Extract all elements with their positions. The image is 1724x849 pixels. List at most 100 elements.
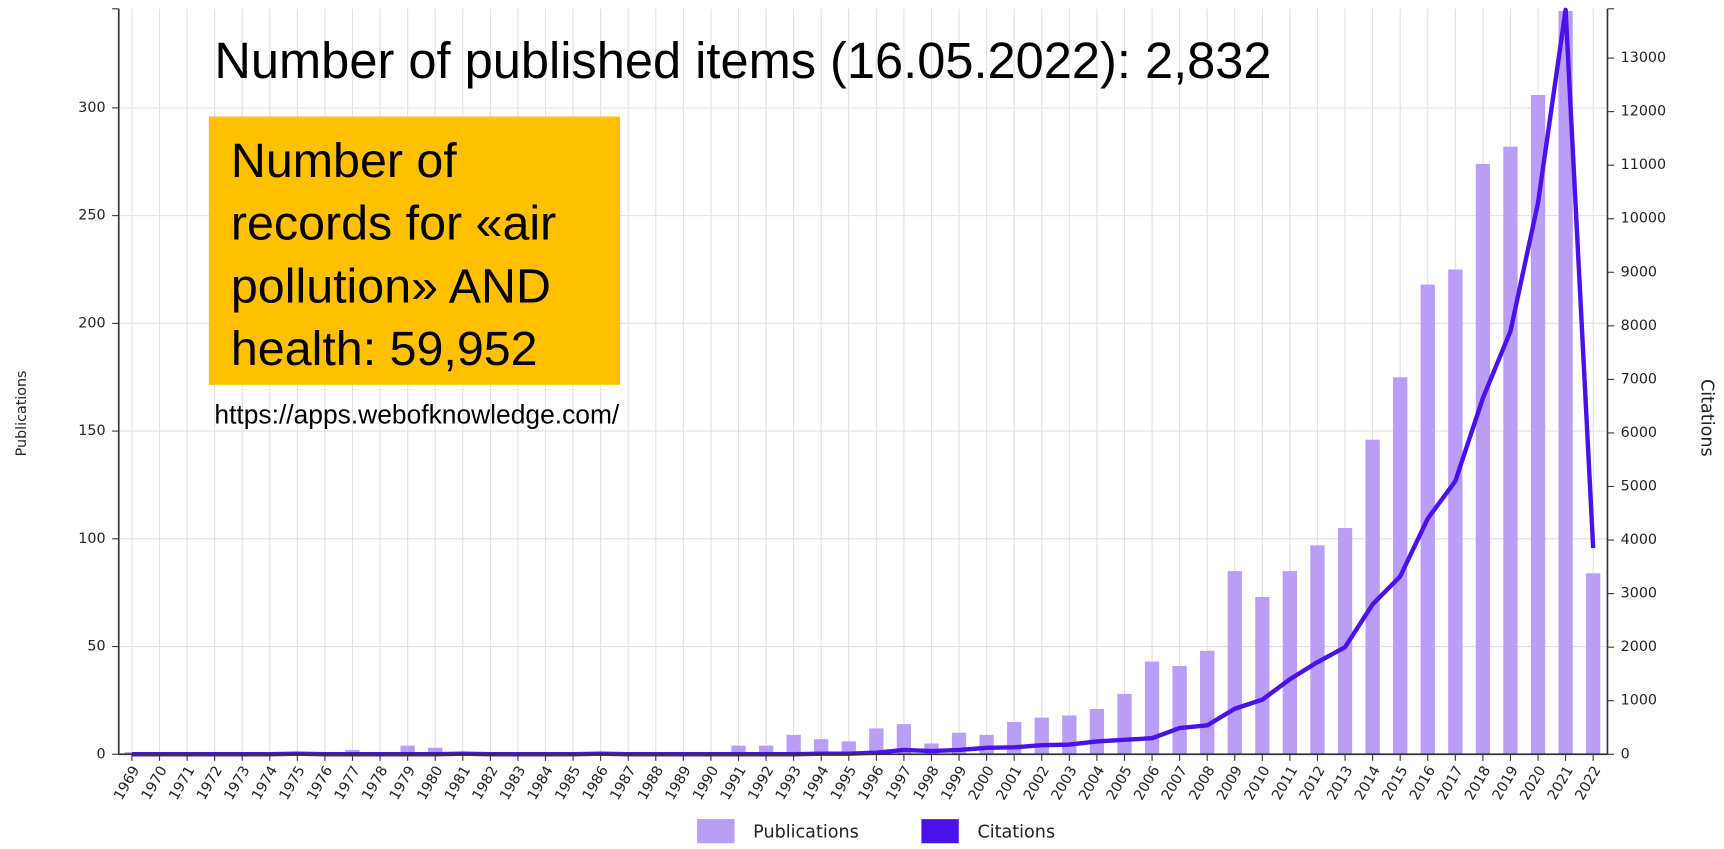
x-tick-label: 2013 [1324,763,1356,802]
x-tick-label: 1982 [470,763,502,802]
bar [1282,571,1298,755]
x-tick-label: 2000 [966,763,998,802]
x-tick-label: 1969 [111,763,143,802]
bar [1089,709,1105,755]
x-tick-label: 1983 [497,763,529,802]
x-tick-label: 2018 [1462,763,1494,802]
bar [1586,573,1601,755]
y-tick-label: 300 [78,100,105,116]
y2-tick-label: 0 [1621,746,1630,762]
x-tick-label: 1984 [525,763,557,802]
bar [758,745,774,755]
bar [1475,163,1491,755]
x-tick-label: 1996 [856,763,888,802]
x-tick-label: 2008 [1186,763,1218,802]
x-tick-label: 2017 [1435,763,1467,802]
y2-tick-label: 9000 [1621,264,1657,280]
x-tick-label: 2007 [1159,763,1191,802]
x-tick-label: 2016 [1407,763,1439,802]
x-tick-label: 1977 [332,763,364,802]
x-tick-label: 2002 [1021,763,1053,802]
x-tick-label: 1989 [663,763,695,802]
x-tick-label: 1978 [359,763,391,802]
x-tick-label: 1985 [552,763,584,802]
x-tick-label: 1975 [277,763,309,802]
legend-swatch [697,819,735,844]
y2-tick-label: 5000 [1621,478,1657,494]
bar [979,734,994,755]
x-tick-label: 1970 [139,763,171,802]
bar [869,728,884,755]
y2-tick-label: 11000 [1621,157,1666,173]
y2-axis-label: Citations [1696,379,1716,457]
y2-tick-label: 13000 [1621,50,1666,66]
x-tick-label: 1986 [580,763,612,802]
y-axis-label: Publications [14,370,30,456]
y2-tick-label: 10000 [1621,211,1666,227]
x-tick-label: 1992 [745,763,777,802]
y2-tick-label: 6000 [1621,425,1657,441]
x-tick-label: 1993 [773,763,805,802]
x-tick-label: 2014 [1352,763,1384,802]
bar [814,739,829,755]
y-tick-label: 250 [78,208,105,224]
bar [896,724,912,755]
bar [1337,528,1353,755]
x-tick-label: 1994 [800,763,832,802]
bar [428,747,443,755]
y-tick-label: 150 [78,423,105,439]
x-tick-label: 1990 [690,763,722,802]
bar [841,741,856,755]
x-tick-label: 1991 [718,763,750,802]
bar [1448,269,1463,755]
x-tick-label: 1980 [415,763,447,802]
y-tick-label: 100 [78,531,105,547]
legend-label: Publications [753,822,859,842]
y-tick-label: 50 [87,639,105,655]
bar [1393,377,1408,755]
bar [1503,146,1518,755]
y2-tick-label: 8000 [1621,318,1657,334]
x-tick-label: 2019 [1490,763,1522,802]
x-tick-label: 1971 [166,763,198,802]
x-tick-label: 1976 [304,763,336,802]
x-tick-label: 2010 [1242,763,1274,802]
y2-tick-label: 12000 [1621,104,1666,120]
bar [786,734,801,755]
y-tick-label: 200 [78,315,105,331]
x-tick-label: 2015 [1379,763,1411,802]
bar [400,745,415,755]
x-tick-label: 1973 [222,763,254,802]
bar [1365,439,1380,755]
x-tick-label: 1995 [828,763,860,802]
y2-tick-label: 2000 [1621,639,1657,655]
x-tick-label: 2003 [1049,763,1081,802]
y2-tick-label: 1000 [1621,693,1657,709]
x-tick-label: 1998 [911,763,943,802]
bar [1034,717,1049,755]
x-tick-label: 1997 [883,763,915,802]
x-tick-label: 1999 [938,763,970,802]
x-tick-label: 1988 [635,763,667,802]
x-tick-label: 1987 [607,763,639,802]
x-tick-label: 2011 [1269,763,1301,802]
x-tick-label: 2005 [1104,763,1136,802]
bar [1172,665,1187,755]
x-tick-label: 1974 [249,763,281,802]
x-tick-label: 2022 [1572,763,1604,802]
bar [1144,661,1160,755]
x-tick-label: 1981 [442,763,474,802]
annotation-url: https://apps.webofknowledge.com/ [214,400,620,430]
x-tick-label: 1979 [387,763,419,802]
bar [1227,571,1242,755]
bar [1255,596,1270,755]
x-tick-label: 2012 [1297,763,1329,802]
x-tick-label: 2004 [1076,763,1108,802]
bar [1062,715,1077,755]
x-tick-label: 1972 [194,763,226,802]
y2-tick-label: 4000 [1621,532,1657,548]
chart-title: Number of published items (16.05.2022): … [214,31,1272,90]
annotation-box: Number of records for «air pollution» AN… [208,116,621,385]
